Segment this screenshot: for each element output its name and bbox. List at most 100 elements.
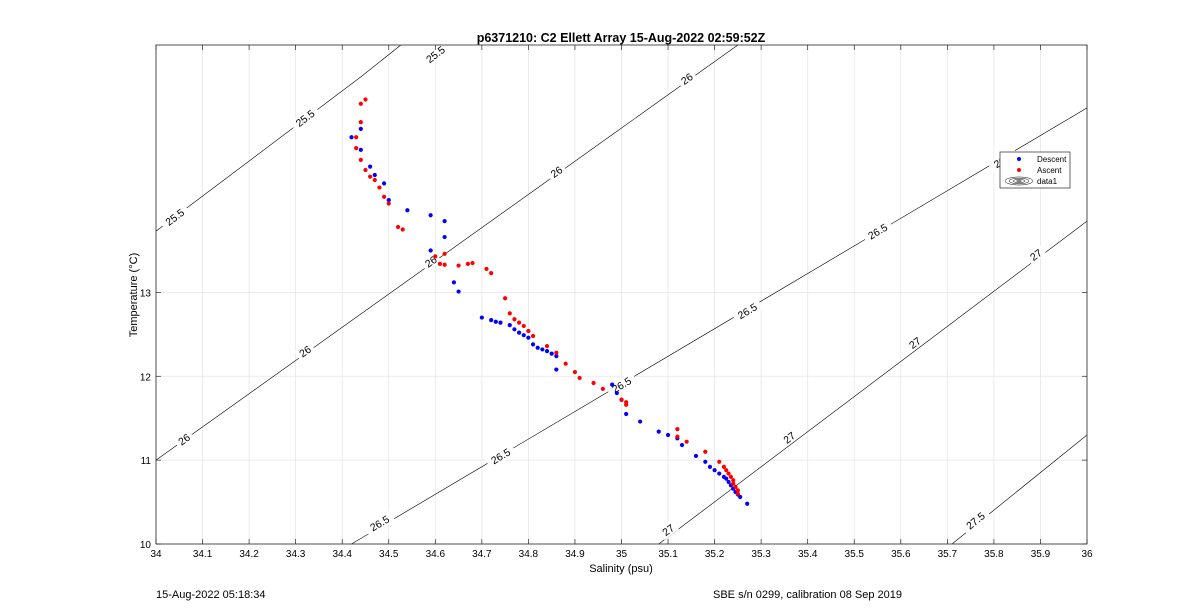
descent-point [451,280,457,285]
legend-ascent-label: Ascent [1037,166,1062,175]
ascent-point [437,261,443,266]
contour-label-group: 27 [657,519,679,540]
x-tick-label: 35.1 [658,549,678,560]
descent-point [521,333,526,338]
contour-label-bg [289,104,321,132]
descent-point [610,382,615,387]
x-tick-label: 35.6 [891,549,911,560]
x-tick-label: 34.6 [426,549,446,560]
descent-point [535,345,540,350]
contour-label-bg [294,340,316,362]
descent-point [358,147,363,152]
ascent-point [372,177,377,183]
contour-label-group: 27 [903,332,926,353]
descent-point [738,494,743,500]
ascent-point [733,484,738,490]
ascent-point [386,201,391,206]
descent-point [707,464,713,469]
x-tick-label: 34.1 [193,549,213,560]
contour-label-bg [903,332,926,353]
ascent-point [358,157,363,162]
contour-label-bg [861,218,894,244]
descent-point [624,411,629,417]
descent-point [479,315,484,320]
x-tick-label: 34.2 [239,549,259,560]
y-axis-label: Temperature (°C) [128,253,140,337]
ascent-point [724,468,729,473]
legend-descent-label: Descent [1037,155,1067,164]
y-tick-label: 13 [140,288,152,299]
x-tick-label: 34.7 [472,549,492,560]
series-ascent [354,97,740,496]
descent-point [428,248,433,253]
x-tick-label: 35.8 [984,549,1004,560]
descent-point [703,459,708,464]
descent-point [638,419,643,424]
contour-line-26 [156,45,739,461]
ascent-point [363,97,368,102]
descent-point [665,432,671,438]
ascent-point [703,449,708,454]
ascent-point [354,135,359,140]
ascent-point [600,386,605,391]
contour-label-bg [657,519,679,540]
descent-point [381,181,387,186]
ascent-point [512,317,517,322]
contour-label-group: 26 [419,251,442,272]
contour-label-bg [1024,244,1047,265]
descent-point [507,323,512,328]
ascent-point [465,261,470,266]
descent-point [456,289,461,294]
descent-point [493,319,498,324]
descent-point [386,198,391,203]
descent-point [679,442,685,448]
ascent-point [442,251,447,256]
ascent-point [735,491,740,496]
contour-line-27 [658,220,1087,544]
ascent-point [572,369,578,375]
ascent-point [507,311,512,316]
ascent-point [675,434,680,439]
legend-data1-label: data1 [1037,177,1058,186]
descent-point [512,327,517,332]
ascent-point [503,296,508,301]
contour-label-bg [159,203,191,231]
descent-point [442,219,447,224]
descent-point [544,349,550,354]
ascent-point [433,254,438,259]
descent-point [614,390,619,396]
ascent-point [728,474,733,480]
ascent-point [363,167,368,173]
x-tick-label: 35.3 [751,549,771,560]
x-tick-label: 35 [616,549,628,560]
contour-label-group: 25.5 [159,203,191,231]
series-descent [349,126,750,506]
legend: Descent Ascent data1 [999,151,1071,189]
ascent-point [381,194,387,199]
legend-contour-icon [1004,176,1034,186]
contour-label-group: 26.5 [861,218,894,244]
contour-label-group: 26 [294,340,316,362]
x-tick-label: 34.5 [379,549,399,560]
ascent-point [400,227,405,232]
contour-line-25-5 [156,45,402,232]
ascent-point [354,146,359,151]
ascent-point [544,343,550,349]
data-points [349,97,750,506]
x-tick-label: 34.8 [519,549,539,560]
contour-label-bg [675,68,698,89]
x-tick-label: 34.4 [332,549,352,560]
descent-point [526,335,531,340]
contour-label-group: 26 [545,161,568,182]
x-tick-label: 36 [1081,549,1093,560]
ascent-point [731,481,736,486]
x-tick-label: 34.3 [286,549,306,560]
x-tick-label: 34 [150,549,162,560]
legend-box [999,151,1071,189]
descent-point [745,501,750,506]
y-tick-label: 12 [140,372,152,383]
legend-descent-marker [1017,157,1021,161]
chart-title: p6371210: C2 Ellett Array 15-Aug-2022 02… [477,31,766,45]
ascent-point [726,471,731,476]
